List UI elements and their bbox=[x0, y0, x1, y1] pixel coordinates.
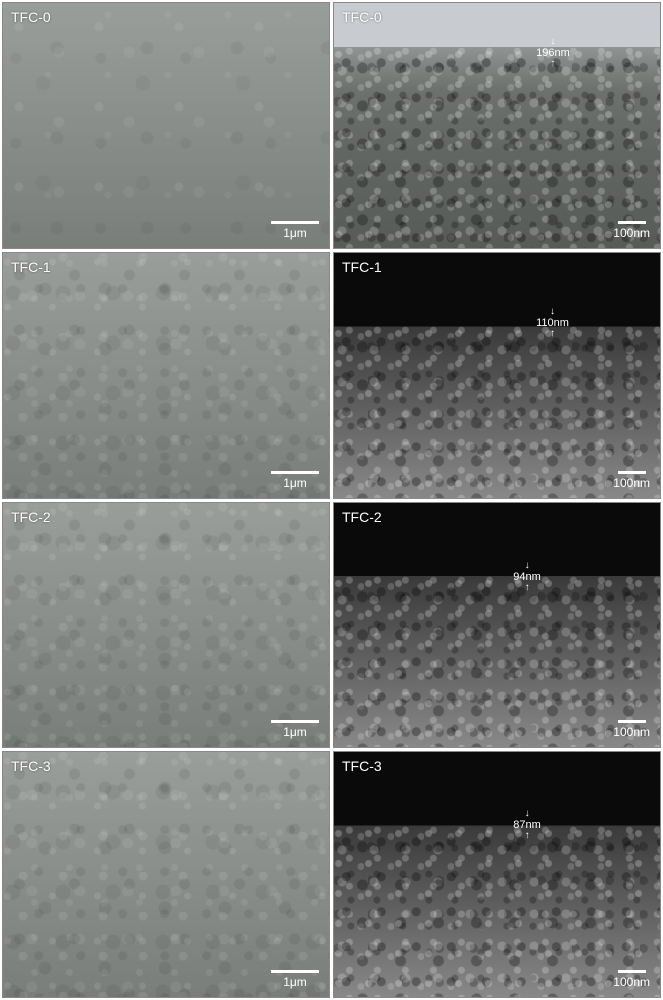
arrow-up-icon: ↑ bbox=[525, 583, 530, 593]
scale-bar-group: 1μm bbox=[271, 970, 319, 989]
cross-background bbox=[334, 752, 660, 821]
panel-tfc2-cross: TFC-2 ↓ 94nm ↑ 100nm bbox=[333, 502, 661, 749]
scale-label: 100nm bbox=[613, 476, 650, 490]
panel-tfc1-surface: TFC-1 1μm bbox=[2, 252, 330, 499]
scale-bar-icon bbox=[618, 221, 646, 224]
arrow-down-icon: ↓ bbox=[525, 809, 530, 819]
panel-tfc3-cross: TFC-3 ↓ 87nm ↑ 100nm bbox=[333, 751, 661, 998]
porous-texture bbox=[334, 826, 660, 997]
thickness-value: 87nm bbox=[513, 819, 541, 831]
scale-bar-icon bbox=[271, 720, 319, 723]
scale-bar-group: 1μm bbox=[271, 471, 319, 490]
sample-label: TFC-1 bbox=[342, 259, 382, 275]
sample-label: TFC-0 bbox=[342, 9, 382, 25]
scale-label: 1μm bbox=[283, 975, 307, 989]
cross-background bbox=[334, 253, 660, 324]
porous-texture bbox=[334, 576, 660, 747]
arrow-up-icon: ↑ bbox=[550, 59, 555, 69]
arrow-down-icon: ↓ bbox=[525, 561, 530, 571]
sample-label: TFC-3 bbox=[11, 758, 51, 774]
thickness-measurement: ↓ 196nm ↑ bbox=[536, 37, 570, 69]
sem-figure-grid: TFC-0 1μm TFC-0 ↓ 196nm ↑ 100nm TFC-1 1μ… bbox=[2, 2, 661, 998]
scale-label: 100nm bbox=[613, 725, 650, 739]
arrow-down-icon: ↓ bbox=[550, 307, 555, 317]
thickness-measurement: ↓ 87nm ↑ bbox=[513, 809, 541, 841]
scale-bar-group: 100nm bbox=[613, 720, 650, 739]
scale-bar-icon bbox=[271, 471, 319, 474]
panel-tfc0-cross: TFC-0 ↓ 196nm ↑ 100nm bbox=[333, 2, 661, 249]
scale-bar-icon bbox=[618, 471, 646, 474]
scale-bar-group: 100nm bbox=[613, 221, 650, 240]
panel-tfc2-surface: TFC-2 1μm bbox=[2, 502, 330, 749]
scale-label: 100nm bbox=[613, 975, 650, 989]
sample-label: TFC-3 bbox=[342, 758, 382, 774]
sample-label: TFC-1 bbox=[11, 259, 51, 275]
scale-label: 1μm bbox=[283, 226, 307, 240]
panel-tfc1-cross: TFC-1 ↓ 110nm ↑ 100nm bbox=[333, 252, 661, 499]
scale-bar-icon bbox=[271, 221, 319, 224]
thickness-value: 110nm bbox=[536, 317, 569, 329]
scale-label: 1μm bbox=[283, 476, 307, 490]
arrow-up-icon: ↑ bbox=[550, 329, 555, 339]
scale-label: 1μm bbox=[283, 725, 307, 739]
sample-label: TFC-0 bbox=[11, 9, 51, 25]
scale-bar-group: 1μm bbox=[271, 221, 319, 240]
thickness-measurement: ↓ 110nm ↑ bbox=[536, 307, 569, 339]
arrow-up-icon: ↑ bbox=[525, 831, 530, 841]
cross-background bbox=[334, 503, 660, 576]
scale-bar-icon bbox=[618, 720, 646, 723]
panel-tfc0-surface: TFC-0 1μm bbox=[2, 2, 330, 249]
porous-texture bbox=[334, 47, 660, 248]
sample-label: TFC-2 bbox=[342, 509, 382, 525]
porous-texture bbox=[334, 326, 660, 497]
scale-label: 100nm bbox=[613, 226, 650, 240]
scale-bar-group: 100nm bbox=[613, 471, 650, 490]
arrow-down-icon: ↓ bbox=[550, 37, 555, 47]
panel-tfc3-surface: TFC-3 1μm bbox=[2, 751, 330, 998]
sample-label: TFC-2 bbox=[11, 509, 51, 525]
scale-bar-group: 1μm bbox=[271, 720, 319, 739]
scale-bar-icon bbox=[271, 970, 319, 973]
scale-bar-icon bbox=[618, 970, 646, 973]
thickness-measurement: ↓ 94nm ↑ bbox=[513, 561, 541, 593]
scale-bar-group: 100nm bbox=[613, 970, 650, 989]
